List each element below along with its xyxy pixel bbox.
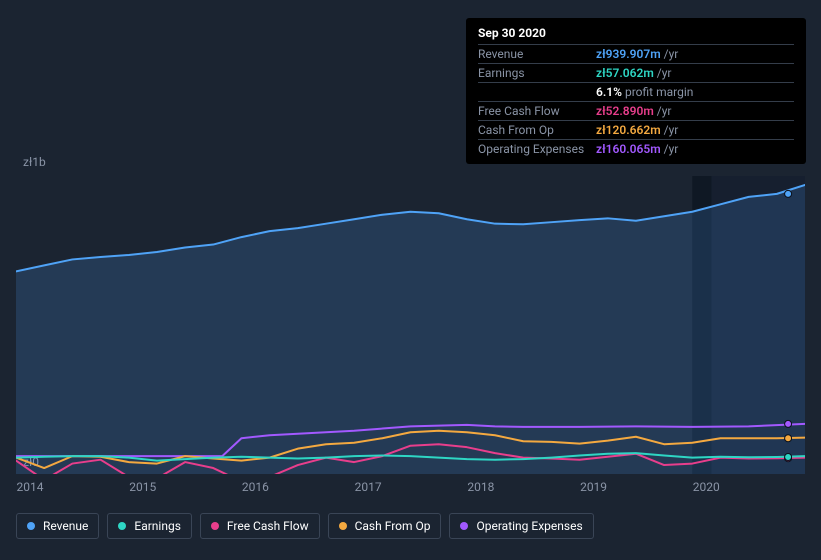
tooltip-row-earnings: Earningszł57.062m/yr [478,64,794,83]
tooltip-row-amount: zł939.907m [596,47,661,61]
tooltip-row-unit: /yr [664,142,679,156]
tooltip-row-label: Earnings [478,66,596,80]
chart-tooltip: Sep 30 2020 Revenuezł939.907m/yrEarnings… [466,18,806,164]
chart-plot-area[interactable] [16,176,805,474]
legend-item-label: Cash From Op [355,519,431,533]
tooltip-sub-text: profit margin [625,85,693,99]
legend-item-operating_expenses[interactable]: Operating Expenses [449,513,593,539]
tooltip-row-amount: zł120.662m [596,123,661,137]
legend-item-earnings[interactable]: Earnings [107,513,192,539]
legend-item-label: Earnings [134,519,181,533]
tooltip-row-operating-expenses: Operating Expenseszł160.065m/yr [478,140,794,158]
legend-item-label: Free Cash Flow [227,519,309,533]
tooltip-row-unit: /yr [657,104,672,118]
tooltip-row-free-cash-flow: Free Cash Flowzł52.890m/yr [478,102,794,121]
tooltip-row-label: Free Cash Flow [478,104,596,118]
tooltip-row-label: Revenue [478,47,596,61]
legend-dot-icon [211,522,219,530]
x-tick: 2019 [580,480,607,494]
legend-item-cash_from_op[interactable]: Cash From Op [328,513,442,539]
tooltip-row-amount: zł52.890m [596,104,654,118]
tooltip-row-unit: /yr [664,123,679,137]
chart-svg [16,176,805,474]
legend-dot-icon [27,522,35,530]
tooltip-row-revenue: Revenuezł939.907m/yr [478,45,794,64]
legend-dot-icon [118,522,126,530]
x-tick: 2020 [693,480,720,494]
tooltip-row-unit: /yr [657,66,672,80]
tooltip-row-amount: zł160.065m [596,142,661,156]
x-tick: 2017 [355,480,382,494]
legend-dot-icon [460,522,468,530]
financial-chart-panel: { "tooltip": { "date": "Sep 30 2020", "r… [0,0,821,560]
x-tick: 2016 [242,480,269,494]
tooltip-row-label: Cash From Op [478,123,596,137]
x-tick: 2014 [17,480,44,494]
tooltip-row-amount: zł57.062m [596,66,654,80]
x-tick: 2018 [467,480,494,494]
chart-legend: Revenue Earnings Free Cash Flow Cash From O… [16,513,594,539]
legend-item-revenue[interactable]: Revenue [16,513,99,539]
tooltip-row-sub: 6.1%profit margin [478,83,794,102]
tooltip-row-unit: /yr [664,47,679,61]
tooltip-date: Sep 30 2020 [478,23,794,45]
x-tick: 2015 [129,480,156,494]
legend-item-label: Revenue [43,519,88,533]
legend-item-label: Operating Expenses [476,519,582,533]
legend-item-free_cash_flow[interactable]: Free Cash Flow [200,513,320,539]
tooltip-row-label: Operating Expenses [478,142,596,156]
y-tick-max: zł1b [23,155,46,169]
tooltip-sub-pct: 6.1% [596,85,622,99]
tooltip-row-cash-from-op: Cash From Opzł120.662m/yr [478,121,794,140]
legend-dot-icon [339,522,347,530]
